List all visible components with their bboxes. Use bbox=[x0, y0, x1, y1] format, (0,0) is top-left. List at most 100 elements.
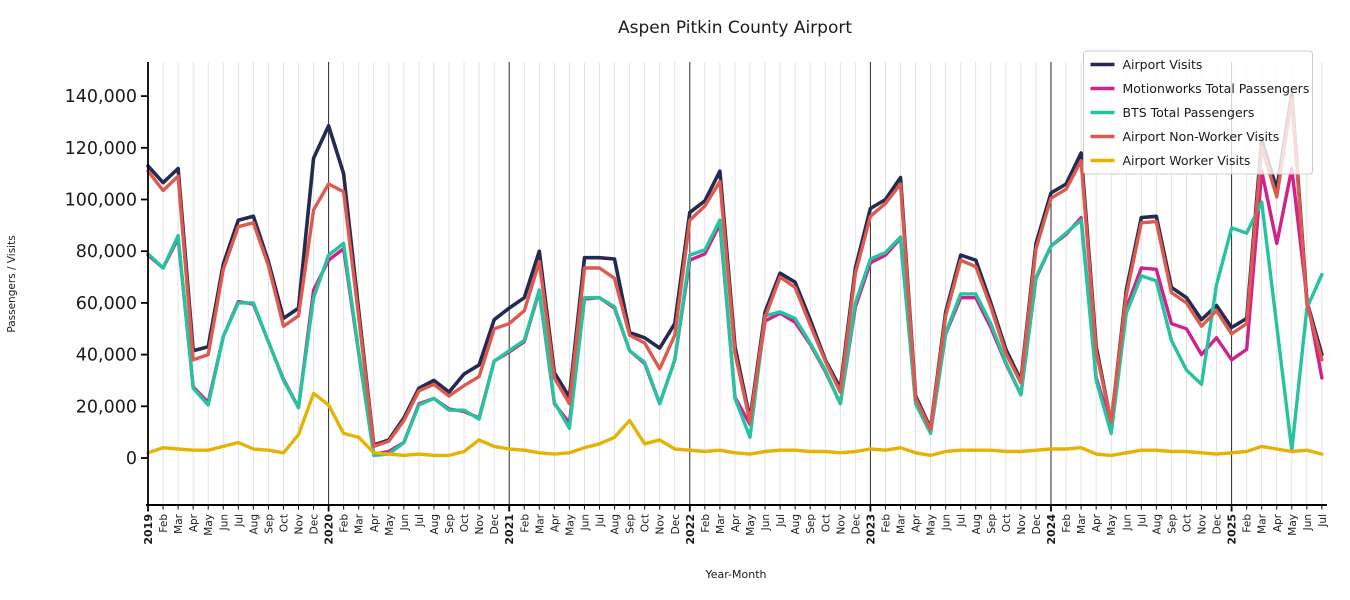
x-tick-label-month: Jul bbox=[233, 514, 245, 528]
x-tick-label-month: May bbox=[203, 514, 215, 536]
x-tick-label-month: Aug bbox=[248, 514, 260, 535]
y-tick-label: 80,000 bbox=[76, 242, 137, 262]
x-tick-label-month: Jun bbox=[1302, 514, 1314, 531]
x-tick-label-month: May bbox=[926, 514, 938, 536]
x-tick-label-month: Aug bbox=[790, 514, 802, 535]
x-tick-label-month: Sep bbox=[986, 514, 998, 534]
x-tick-label-month: May bbox=[1106, 514, 1118, 536]
x-tick-label-month: Apr bbox=[730, 513, 742, 532]
series-line-airport-worker-visits bbox=[146, 391, 1324, 458]
series-line-bts-total-passengers bbox=[146, 200, 1324, 458]
x-tick-label-month: Jul bbox=[1136, 514, 1148, 528]
x-tick-label-month: Jul bbox=[414, 514, 426, 528]
y-tick-label: 60,000 bbox=[76, 294, 137, 314]
x-tick-label-year: 2022 bbox=[684, 514, 697, 545]
y-tick-label: 100,000 bbox=[65, 191, 137, 211]
x-tick-label-month: Apr bbox=[1272, 513, 1284, 532]
x-tick-label-month: Sep bbox=[625, 514, 637, 534]
x-tick-label-month: Oct bbox=[640, 514, 652, 532]
x-tick-label-month: Jun bbox=[579, 514, 591, 531]
x-tick-label-month: Jul bbox=[595, 514, 607, 528]
x-tick-label-year: 2019 bbox=[142, 514, 155, 545]
x-tick-label-month: Oct bbox=[1181, 514, 1193, 532]
x-tick-label-month: Nov bbox=[835, 514, 847, 535]
x-tick-label-month: Sep bbox=[1166, 514, 1178, 534]
chart-title: Aspen Pitkin County Airport bbox=[618, 18, 852, 38]
x-tick-label-month: Dec bbox=[670, 514, 682, 535]
x-tick-label-month: Mar bbox=[173, 513, 185, 533]
x-tick-label-month: May bbox=[745, 514, 757, 536]
x-tick-label-month: Aug bbox=[610, 514, 622, 535]
x-tick-label-month: Feb bbox=[880, 514, 892, 533]
x-tick-label-year: 2021 bbox=[503, 514, 516, 545]
x-tick-label-month: Dec bbox=[1031, 514, 1043, 535]
x-tick-label-month: Apr bbox=[369, 513, 381, 532]
x-tick-label-month: Mar bbox=[896, 513, 908, 533]
x-tick-label-month: Nov bbox=[474, 514, 486, 535]
x-tick-label-month: Dec bbox=[1212, 514, 1224, 535]
x-tick-label-year: 2023 bbox=[864, 514, 877, 545]
legend: Airport Visits Motionworks Total Passenge… bbox=[1083, 50, 1313, 175]
x-tick-label-month: Dec bbox=[309, 514, 321, 535]
x-tick-label-month: Oct bbox=[278, 514, 290, 532]
x-tick-label-month: Sep bbox=[805, 514, 817, 534]
x-tick-label-year: 2024 bbox=[1045, 514, 1058, 545]
legend-label: Motionworks Total Passengers bbox=[1123, 81, 1310, 96]
x-tick-label-month: Jul bbox=[1317, 514, 1329, 528]
x-tick-label-month: Apr bbox=[549, 513, 561, 532]
x-tick-label-month: Jul bbox=[956, 514, 968, 528]
x-tick-label-year: 2025 bbox=[1226, 514, 1239, 545]
x-tick-label-month: Oct bbox=[1001, 514, 1013, 532]
x-tick-label-month: Sep bbox=[263, 514, 275, 534]
axes: 0 20,000 40,000 60,000 80,000 100,000 120,000 1… bbox=[6, 62, 1329, 581]
x-tick-label-month: Jun bbox=[1121, 514, 1133, 531]
y-tick-label: 20,000 bbox=[76, 397, 137, 417]
y-axis-title: Passengers / Visits bbox=[6, 235, 18, 332]
x-tick-label-month: Mar bbox=[534, 513, 546, 533]
x-tick-label-month: Nov bbox=[1197, 514, 1209, 535]
x-tick-label-month: Jun bbox=[760, 514, 772, 531]
x-tick-label-month: Mar bbox=[1076, 513, 1088, 533]
x-tick-label-month: Apr bbox=[911, 513, 923, 532]
x-tick-label-month: Feb bbox=[1242, 514, 1254, 533]
x-tick-label-month: Jul bbox=[775, 514, 787, 528]
x-tick-label-month: Aug bbox=[971, 514, 983, 535]
x-tick-label-month: Nov bbox=[294, 514, 306, 535]
x-tick-label-month: Dec bbox=[489, 514, 501, 535]
x-tick-label-month: Apr bbox=[188, 513, 200, 532]
legend-label: Airport Visits bbox=[1123, 57, 1203, 72]
y-tick-label: 0 bbox=[126, 449, 137, 469]
legend-box bbox=[1083, 50, 1313, 175]
series-lines bbox=[146, 91, 1324, 458]
x-tick-label-month: Apr bbox=[1091, 513, 1103, 532]
x-tick-label-year: 2020 bbox=[323, 514, 336, 545]
x-tick-label-month: Feb bbox=[700, 514, 712, 533]
x-tick-label-month: Feb bbox=[519, 514, 531, 533]
x-tick-label-month: Nov bbox=[655, 514, 667, 535]
x-tick-label-month: Mar bbox=[354, 513, 366, 533]
x-tick-label-month: Feb bbox=[339, 514, 351, 533]
series-line-airport-non-worker-visits bbox=[146, 96, 1324, 449]
x-tick-label-month: Aug bbox=[1151, 514, 1163, 535]
x-tick-label-month: Nov bbox=[1016, 514, 1028, 535]
legend-label: Airport Worker Visits bbox=[1123, 153, 1251, 168]
x-tick-label-month: May bbox=[1287, 514, 1299, 536]
legend-label: BTS Total Passengers bbox=[1123, 105, 1255, 120]
legend-label: Airport Non-Worker Visits bbox=[1123, 129, 1280, 144]
x-tick-label-month: Mar bbox=[1257, 513, 1269, 533]
x-axis-title: Year-Month bbox=[704, 568, 766, 581]
x-tick-label-month: Mar bbox=[715, 513, 727, 533]
x-tick-label-month: Feb bbox=[158, 514, 170, 533]
x-tick-label-month: Oct bbox=[459, 514, 471, 532]
x-tick-label-month: Aug bbox=[429, 514, 441, 535]
x-tick-label-month: Jun bbox=[218, 514, 230, 531]
x-tick-label-month: Dec bbox=[850, 514, 862, 535]
x-tick-label-month: May bbox=[564, 514, 576, 536]
y-tick-label: 40,000 bbox=[76, 346, 137, 366]
y-tick-label: 140,000 bbox=[65, 87, 137, 107]
x-tick-label-month: Jun bbox=[941, 514, 953, 531]
x-tick-label-month: May bbox=[384, 514, 396, 536]
